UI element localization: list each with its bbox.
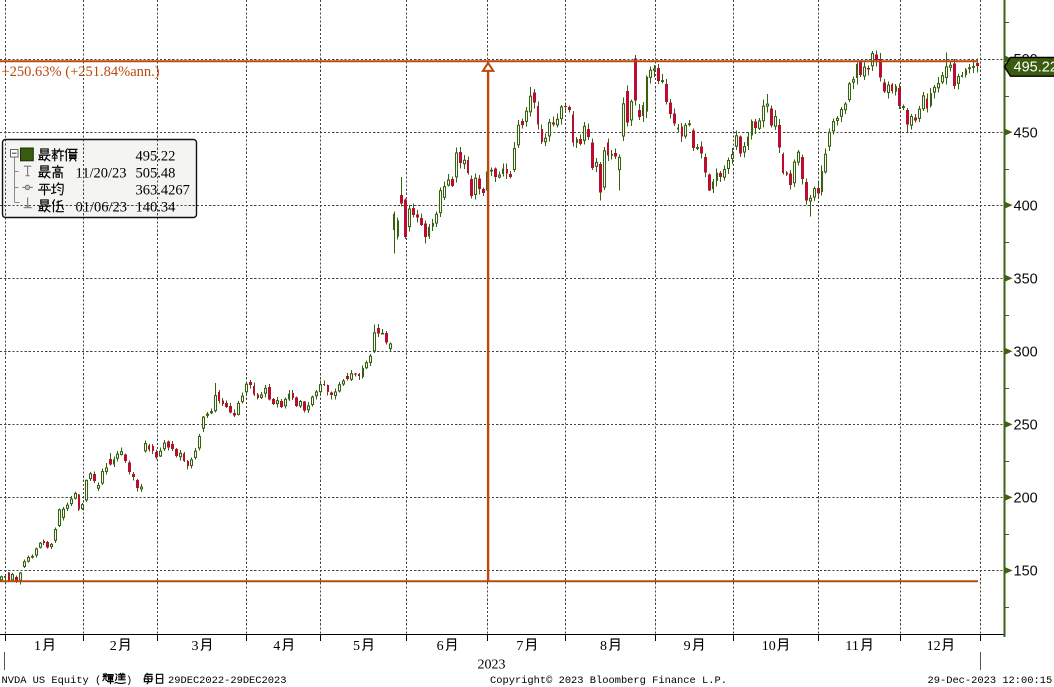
svg-text:2: 2	[110, 639, 117, 654]
svg-text:350: 350	[1014, 271, 1038, 287]
svg-text:Copyright© 2023 Bloomberg Fina: Copyright© 2023 Bloomberg Finance L.P.	[490, 675, 727, 687]
svg-text:5: 5	[353, 639, 360, 654]
svg-text:29DEC2022-29DEC2023: 29DEC2022-29DEC2023	[168, 675, 286, 687]
svg-text:4: 4	[273, 639, 280, 654]
svg-text:400: 400	[1014, 198, 1038, 214]
svg-text:9: 9	[684, 639, 691, 654]
svg-text:6: 6	[437, 639, 444, 654]
svg-text:): )	[126, 675, 132, 687]
svg-text:505.48: 505.48	[136, 166, 176, 182]
svg-text:1: 1	[34, 639, 41, 654]
svg-text:495.22: 495.22	[136, 149, 176, 165]
svg-text:150: 150	[1014, 564, 1038, 580]
svg-text:495.22: 495.22	[1014, 60, 1054, 76]
svg-text:11/20/23: 11/20/23	[76, 166, 127, 182]
svg-text:12: 12	[927, 639, 941, 654]
svg-text:2023: 2023	[478, 658, 506, 673]
svg-text:3: 3	[192, 639, 199, 654]
svg-text:140.34: 140.34	[136, 200, 177, 216]
svg-text:450: 450	[1014, 125, 1038, 141]
svg-text:29-Dec-2023 12:00:15: 29-Dec-2023 12:00:15	[928, 675, 1053, 687]
svg-text:10: 10	[762, 639, 776, 654]
svg-text:200: 200	[1014, 491, 1038, 507]
svg-text:NVDA US Equity (: NVDA US Equity (	[2, 675, 102, 687]
svg-text:363.4267: 363.4267	[136, 183, 190, 199]
svg-text:+250.63% (+251.84%ann.): +250.63% (+251.84%ann.)	[2, 64, 160, 80]
svg-text:250: 250	[1014, 418, 1038, 434]
svg-text:11: 11	[845, 639, 858, 654]
svg-text:7: 7	[516, 639, 523, 654]
svg-text:300: 300	[1014, 345, 1038, 361]
svg-text:01/06/23: 01/06/23	[76, 200, 128, 216]
svg-text:8: 8	[600, 639, 607, 654]
